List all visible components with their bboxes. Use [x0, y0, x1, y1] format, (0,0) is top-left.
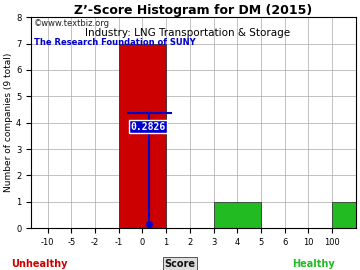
Bar — [332, 202, 356, 228]
Text: Healthy: Healthy — [292, 259, 334, 269]
Y-axis label: Number of companies (9 total): Number of companies (9 total) — [4, 53, 13, 193]
Title: Z’-Score Histogram for DM (2015): Z’-Score Histogram for DM (2015) — [74, 4, 312, 17]
Text: Industry: LNG Transportation & Storage: Industry: LNG Transportation & Storage — [85, 28, 290, 38]
Text: The Research Foundation of SUNY: The Research Foundation of SUNY — [34, 38, 196, 47]
Text: Unhealthy: Unhealthy — [12, 259, 68, 269]
Bar — [213, 202, 261, 228]
Text: Score: Score — [165, 259, 195, 269]
Bar — [119, 43, 166, 228]
Text: 0.2826: 0.2826 — [130, 122, 166, 132]
Text: ©www.textbiz.org: ©www.textbiz.org — [34, 19, 110, 28]
